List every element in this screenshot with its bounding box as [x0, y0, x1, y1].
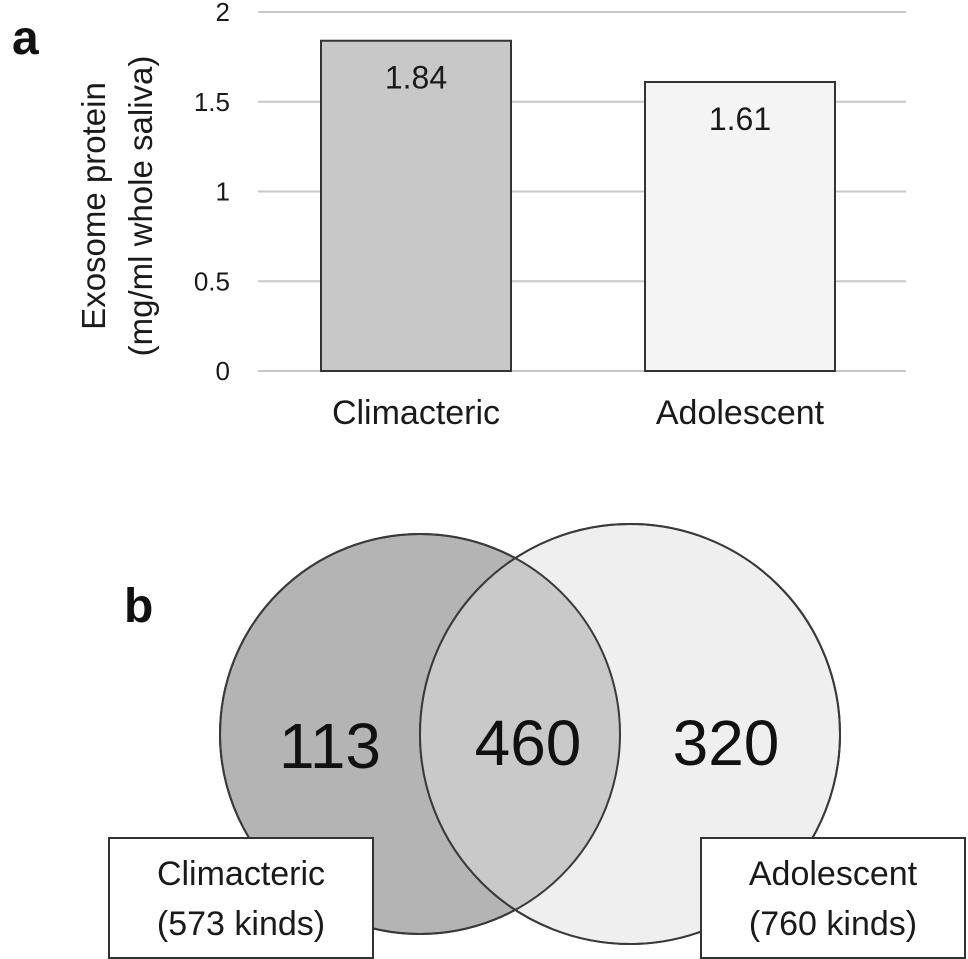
venn-label-climacteric-count: (573 kinds)	[157, 905, 325, 943]
y-tick-label: 1.5	[194, 87, 230, 117]
venn-count-intersection: 460	[475, 707, 582, 779]
y-axis-label-line-2: (mg/ml whole saliva)	[122, 56, 159, 357]
venn-count-adolescent-only: 320	[673, 707, 780, 779]
data-label-adolescent: 1.61	[709, 101, 771, 137]
x-tick-label-climacteric: Climacteric	[332, 394, 500, 432]
y-tick-label: 1	[216, 177, 230, 207]
venn-circle-climacteric-outline	[219, 533, 621, 935]
bar-chart-bars: 1.84 1.61	[320, 39, 836, 372]
bar-adolescent	[644, 81, 836, 372]
venn-label-climacteric-name: Climacteric	[157, 855, 325, 893]
y-tick-label: 2	[216, 0, 230, 27]
y-tick-label: 0.5	[194, 266, 230, 296]
venn-label-box-adolescent	[700, 837, 966, 959]
venn-label-climacteric: Climacteric (573 kinds)	[108, 837, 374, 959]
venn-diagram: 113 460 320 Climacteric (573 kinds) Adol…	[108, 523, 966, 959]
bar-chart: 0 0.5 1 1.5 2 1.84 1.61 Climacteric Adolescent…	[75, 0, 906, 432]
venn-intersection	[420, 534, 620, 934]
data-label-climacteric: 1.84	[385, 60, 447, 96]
y-axis-label-line-1: Exosome protein	[75, 82, 112, 330]
venn-circle-adolescent-outline	[419, 523, 841, 945]
bar-chart-y-ticks: 0 0.5 1 1.5 2	[194, 0, 230, 386]
venn-label-adolescent-count: (760 kinds)	[749, 905, 917, 943]
panel-b-letter: b	[124, 580, 153, 633]
bar-chart-x-ticks: Climacteric Adolescent	[332, 394, 825, 432]
venn-label-adolescent-name: Adolescent	[749, 855, 918, 893]
bar-climacteric	[320, 39, 512, 372]
x-tick-label-adolescent: Adolescent	[656, 394, 825, 432]
venn-label-adolescent: Adolescent (760 kinds)	[700, 837, 966, 959]
venn-count-climacteric-only: 113	[279, 710, 381, 782]
panel-a-letter: a	[12, 12, 39, 65]
venn-label-box-climacteric	[108, 837, 374, 959]
y-tick-label: 0	[216, 356, 230, 386]
